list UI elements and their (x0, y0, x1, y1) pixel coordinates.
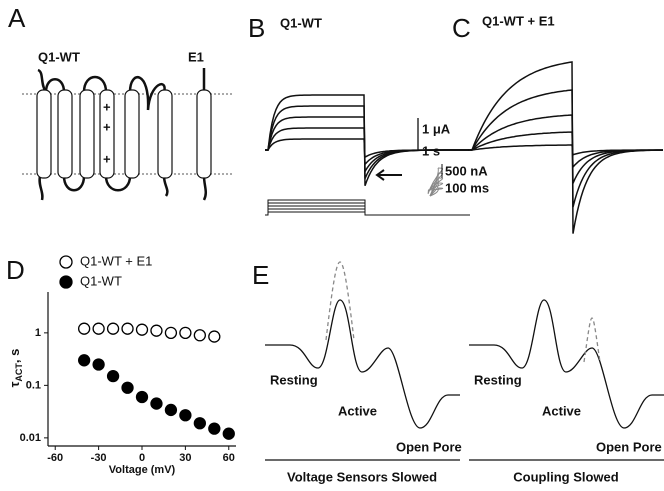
y-title-subscript: ACT (14, 363, 24, 382)
scale-label: 100 ms (445, 180, 489, 195)
state-label: Active (542, 403, 581, 418)
point (78, 322, 91, 335)
panel-title: Q1-WT (280, 15, 322, 30)
x-axis-title: Voltage (mV) (109, 464, 176, 476)
point (135, 390, 149, 404)
legend-label: Q1-WT (80, 273, 122, 288)
x-tick-label: 60 (223, 452, 235, 464)
panel-title: Q1-WT + E1 (482, 13, 555, 28)
x-tick-label: -30 (91, 452, 107, 464)
arrow (375, 169, 402, 181)
voltage-protocol (265, 199, 470, 216)
state-label: Active (338, 403, 377, 418)
tau-chart: D 0.01 0.1 1 -60 -30 0 30 60 Voltage (mV) τACT, s Q… (6, 253, 236, 476)
point (106, 369, 120, 383)
point (179, 326, 192, 340)
scale-bar (417, 118, 440, 151)
trace (429, 187, 439, 197)
caption: Voltage Sensors Slowed (287, 469, 437, 484)
label: E1 (188, 49, 204, 64)
point (222, 427, 235, 440)
legend-marker (59, 255, 73, 269)
trace (468, 144, 663, 156)
scale-label: 500 nA (445, 163, 488, 178)
charge: + (103, 119, 111, 134)
current-traces (468, 61, 664, 234)
legend-label: Q1-WT + E1 (80, 253, 152, 268)
y-axis-title: τACT, s (7, 349, 24, 388)
point (208, 422, 221, 435)
state-label: Resting (270, 372, 318, 387)
point (121, 381, 134, 394)
membrane-diagram (22, 68, 232, 201)
point (193, 329, 206, 342)
point (164, 326, 178, 340)
panel-letter: D (6, 255, 25, 285)
legend-marker (59, 275, 73, 289)
scale-label: 1 s (422, 143, 440, 158)
panel-letter: C (452, 13, 471, 43)
y-tick-label: 0.01 (20, 432, 41, 444)
panel-letter: E (252, 260, 269, 290)
point (208, 330, 221, 343)
y-title-unit: , s (7, 349, 22, 363)
point (121, 322, 134, 335)
energy-landscape (265, 261, 664, 461)
trace (427, 187, 444, 191)
point (150, 324, 163, 337)
x-tick-label: 30 (179, 452, 191, 464)
trace (429, 182, 439, 197)
point (150, 397, 163, 410)
point (92, 322, 105, 335)
point (193, 417, 206, 430)
label: Q1-WT (38, 49, 80, 64)
panel-letter: A (8, 3, 26, 33)
point (135, 323, 149, 336)
state-label: Resting (474, 372, 522, 387)
y-title-symbol: τ (7, 381, 22, 387)
state-label: Open Pore (596, 439, 662, 454)
trace (468, 114, 663, 184)
point (106, 322, 120, 335)
x-tick-label: -60 (47, 452, 63, 464)
point (164, 403, 178, 417)
caption: Coupling Slowed (513, 469, 618, 484)
point (179, 409, 192, 422)
charge: + (103, 151, 111, 166)
charge: + (103, 99, 111, 114)
state-label: Open Pore (396, 439, 462, 454)
trace (468, 89, 663, 208)
inset-traces (427, 167, 444, 197)
scale-label: 1 μA (422, 121, 451, 136)
point (92, 358, 105, 371)
point (78, 354, 91, 367)
x-tick-label: 0 (139, 452, 145, 464)
y-tick-label: 0.1 (26, 379, 41, 391)
panel-letter: B (248, 13, 265, 43)
y-tick-label: 1 (35, 327, 41, 339)
